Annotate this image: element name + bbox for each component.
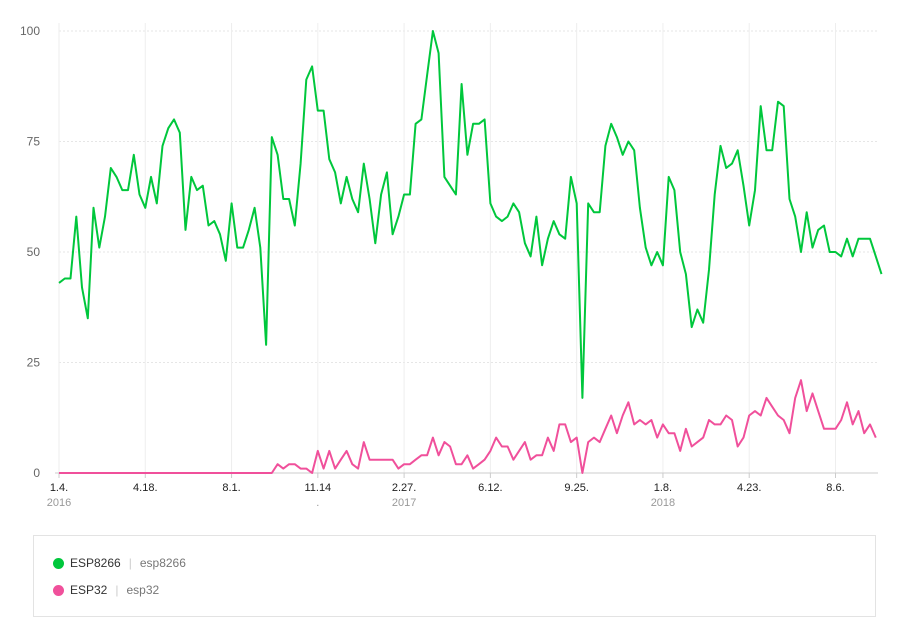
legend-item-esp32[interactable]: ESP32 | esp32	[53, 583, 159, 597]
legend-dot-icon	[53, 557, 64, 569]
series-line-esp8266	[58, 30, 883, 399]
x-tick-label: 11.14	[304, 482, 331, 494]
series-line-esp32	[59, 379, 877, 474]
legend-label: ESP32	[70, 583, 108, 597]
x-tick-label: 8.1.	[222, 482, 240, 494]
legend-alias: esp32	[126, 583, 160, 597]
line-chart: 0 25 50 75 100 1.4. 2016 4.18. 8.1. 11.14. 2.27. 20…	[20, 23, 883, 509]
x-tick-sublabel: 2016	[47, 497, 71, 509]
x-tick-sublabel: .	[316, 497, 319, 509]
x-tick-label: 1.8.	[654, 482, 672, 494]
legend-label: ESP8266	[70, 556, 121, 570]
chart-svg: 0 25 50 75 100 1.4. 2016 4.18. 8.1. 11.14. 2.27. 20…	[20, 23, 883, 509]
legend-item-esp8266[interactable]: ESP8266 | esp8266	[53, 556, 186, 570]
legend-dot-icon	[53, 584, 64, 596]
legend-separator: |	[128, 556, 132, 570]
legend-separator: |	[115, 583, 119, 597]
y-tick-label: 50	[27, 245, 41, 259]
x-tick-sublabel: 2017	[392, 497, 416, 509]
y-tick-label: 75	[27, 135, 41, 149]
x-tick-label: 4.18.	[133, 482, 157, 494]
y-tick-label: 25	[27, 356, 41, 370]
legend: ESP8266 | esp8266 ESP32 | esp32	[33, 535, 876, 617]
x-tick-label: 8.6.	[826, 482, 844, 494]
x-tick-label: 2.27.	[392, 482, 416, 494]
y-tick-label: 0	[33, 466, 40, 480]
x-tick-sublabel: 2018	[651, 497, 675, 509]
y-tick-label: 100	[20, 24, 40, 38]
x-tick-label: 1.4.	[50, 482, 68, 494]
x-tick-label: 9.25.	[564, 482, 588, 494]
legend-alias: esp8266	[139, 556, 186, 570]
x-tick-label: 4.23.	[737, 482, 761, 494]
x-tick-label: 6.12.	[478, 482, 502, 494]
